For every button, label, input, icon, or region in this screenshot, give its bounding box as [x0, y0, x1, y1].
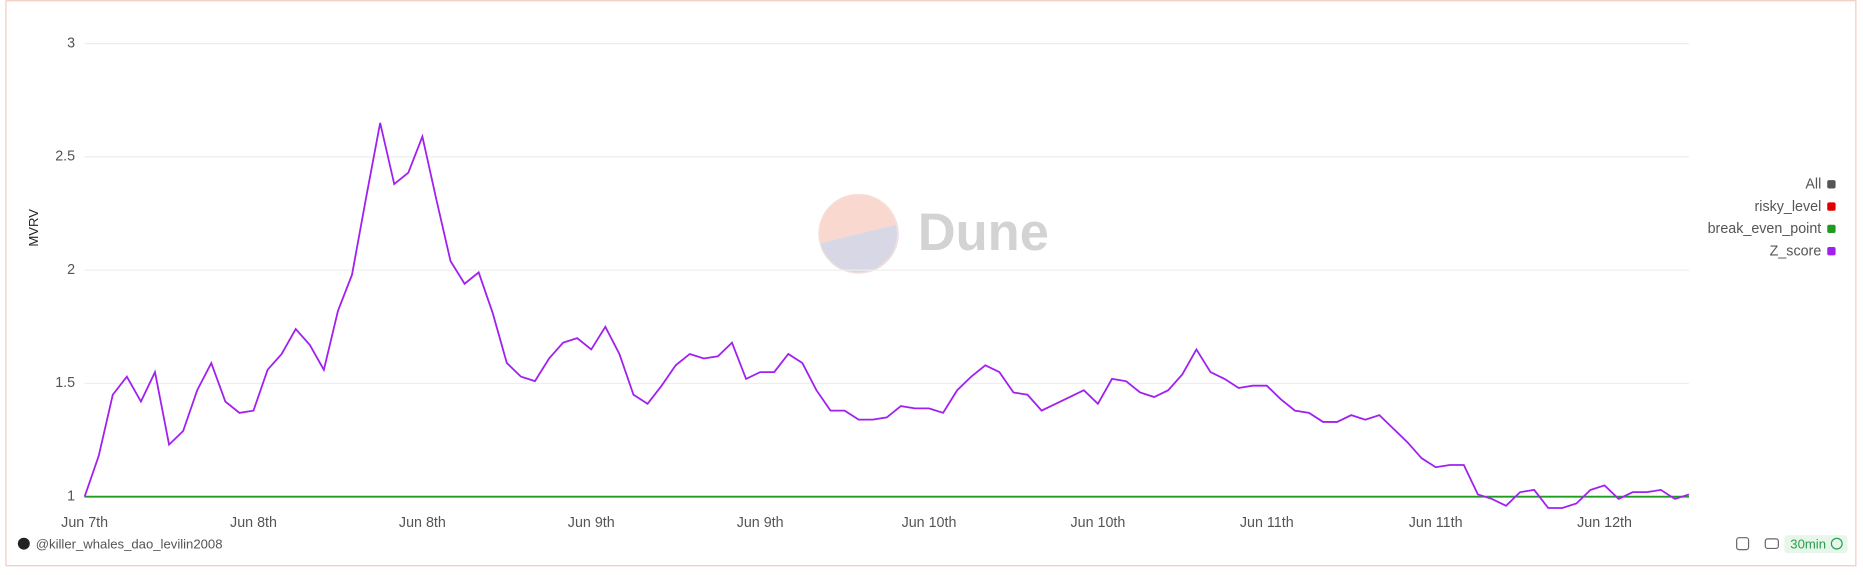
refresh-label: 30min — [1790, 536, 1826, 551]
x-tick-label: Jun 10th — [1070, 515, 1125, 531]
y-tick-label: 2 — [67, 262, 75, 278]
x-tick-label: Jun 8th — [399, 515, 446, 531]
author-avatar — [17, 537, 30, 550]
logo-top — [818, 193, 898, 244]
x-tick-label: Jun 11th — [1240, 515, 1294, 531]
legend-label: break_even_point — [1708, 221, 1822, 237]
camera-icon[interactable] — [1764, 538, 1779, 550]
x-tick-label: Jun 11th — [1409, 515, 1463, 531]
x-tick-label: Jun 7th — [61, 515, 108, 531]
legend-swatch — [1827, 246, 1836, 256]
refresh-badge[interactable] — [1784, 535, 1848, 554]
logo-ring — [818, 193, 899, 274]
y-tick-label: 1 — [67, 488, 75, 504]
series-line — [83, 122, 1690, 509]
x-tick-label: Jun 9th — [737, 515, 784, 531]
frame — [5, 0, 1857, 567]
x-tick-label: Jun 10th — [902, 515, 957, 531]
legend-label: Z_score — [1770, 244, 1822, 260]
watermark: Dune — [818, 193, 1049, 274]
x-tick-label: Jun 12th — [1577, 515, 1632, 531]
legend-label: All — [1805, 177, 1821, 193]
logo-bottom — [820, 224, 899, 274]
legend-swatch — [1827, 180, 1836, 189]
y-tick-label: 2.5 — [55, 149, 75, 165]
legend-label: risky_level — [1755, 199, 1822, 215]
legend-swatch — [1827, 224, 1836, 234]
x-tick-label: Jun 8th — [230, 515, 277, 531]
legend-swatch — [1827, 202, 1836, 211]
share-icon[interactable] — [1736, 537, 1750, 551]
author[interactable]: @killer_whales_dao_levilin2008 — [36, 536, 223, 551]
x-tick-label: Jun 9th — [568, 515, 615, 531]
refresh-check — [1830, 537, 1843, 550]
y-tick-label: 3 — [67, 35, 75, 51]
y-axis-label: MVRV — [26, 209, 41, 247]
y-tick-label: 1.5 — [55, 375, 75, 391]
watermark-text: Dune — [918, 204, 1049, 262]
